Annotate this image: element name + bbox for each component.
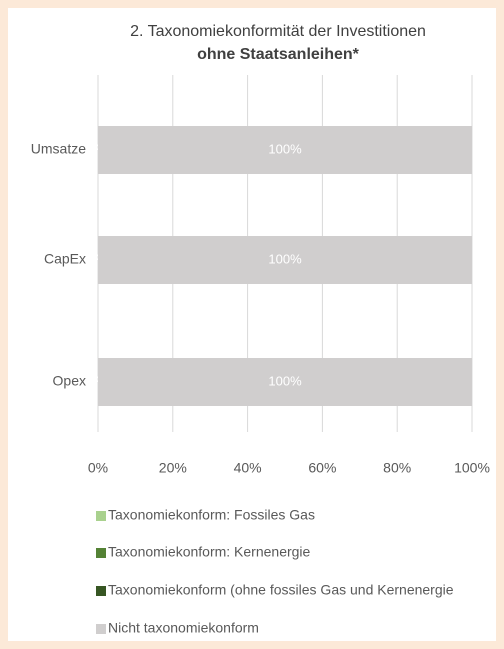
x-tick-label: 20% (159, 460, 187, 476)
data-label: 100% (268, 141, 302, 156)
bar-segment (98, 236, 472, 284)
legend-swatch (96, 624, 106, 634)
chart-area (8, 8, 496, 641)
chart-title: 2. Taxonomiekonformität der Investitione… (130, 23, 426, 40)
x-tick-label: 80% (383, 460, 411, 476)
legend-label: Taxonomiekonform: Fossiles Gas (108, 507, 315, 523)
legend-swatch (96, 548, 106, 558)
legend-swatch (96, 511, 106, 521)
legend-label: Taxonomiekonform (ohne fossiles Gas und … (108, 582, 454, 598)
data-label: 100% (268, 373, 302, 388)
chart-subtitle: ohne Staatsanleihen* (197, 46, 360, 63)
y-tick-label: Umsatze (31, 141, 86, 157)
legend-swatch (96, 586, 106, 596)
x-tick-label: 0% (88, 460, 108, 476)
y-tick-label: Opex (53, 373, 86, 389)
x-tick-label: 40% (234, 460, 262, 476)
x-tick-label: 60% (308, 460, 336, 476)
data-label: 100% (268, 251, 302, 266)
x-tick-label: 100% (454, 460, 490, 476)
bar-segment (98, 126, 472, 174)
legend-label: Nicht taxonomiekonform (108, 620, 259, 636)
y-tick-label: CapEx (44, 251, 86, 267)
bar-segment (98, 358, 472, 406)
legend-label: Taxonomiekonform: Kernenergie (108, 544, 311, 560)
